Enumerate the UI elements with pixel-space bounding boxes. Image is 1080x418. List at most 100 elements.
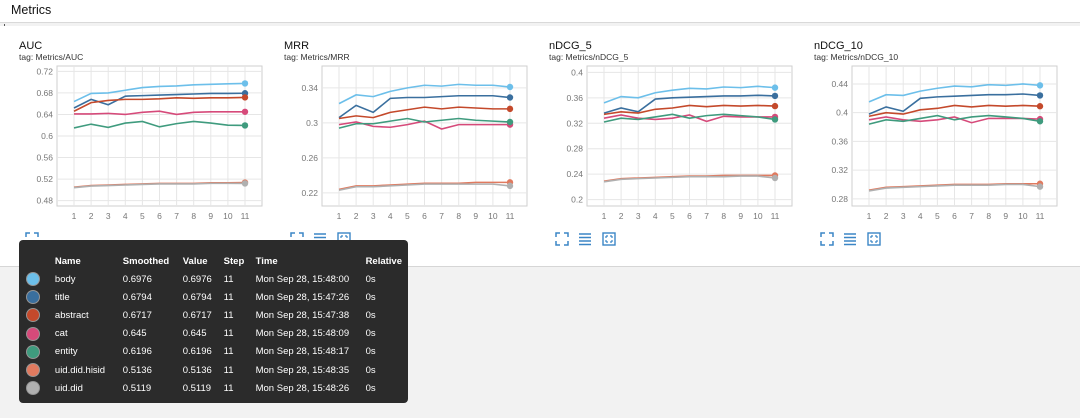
tooltip-cell-value: 0.6794 bbox=[182, 291, 212, 303]
series-endpoint-entity[interactable] bbox=[241, 122, 249, 129]
tooltip-cell-name: abstract bbox=[54, 309, 89, 321]
series-endpoint-abstract[interactable] bbox=[771, 102, 779, 110]
x-tick-label: 6 bbox=[157, 211, 162, 221]
x-tick-label: 2 bbox=[619, 211, 624, 221]
expand-icon[interactable] bbox=[290, 232, 304, 246]
tooltip-cell-time: Mon Sep 28, 15:48:17 bbox=[255, 346, 350, 358]
x-tick-label: 3 bbox=[901, 211, 906, 221]
x-tick-label: 1 bbox=[72, 211, 77, 221]
series-line-cat bbox=[74, 110, 245, 116]
expand-icon[interactable] bbox=[25, 232, 39, 246]
series-endpoint-entity[interactable] bbox=[771, 116, 779, 123]
y-tick-label: 0.68 bbox=[36, 88, 53, 98]
series-endpoint-body[interactable] bbox=[1036, 82, 1044, 89]
series-endpoint-abstract[interactable] bbox=[1036, 103, 1044, 110]
col-relative: Relative bbox=[365, 255, 402, 267]
series-line-title bbox=[603, 94, 776, 114]
series-endpoint-body[interactable] bbox=[241, 80, 249, 87]
series-endpoint-uid-did[interactable] bbox=[771, 174, 779, 182]
x-tick-label: 6 bbox=[422, 211, 427, 221]
series-endpoint-title[interactable] bbox=[506, 94, 514, 101]
chart-card-ndcg5: nDCG_5 tag: Metrics/nDCG_5 1 2 3 4 5 6 7 8 9 10 11… bbox=[530, 26, 795, 266]
x-tick-label: 7 bbox=[439, 211, 444, 221]
tooltip-cell-smoothed: 0.5136 bbox=[122, 364, 152, 376]
x-tick-label: 10 bbox=[753, 211, 763, 221]
series-endpoint-title[interactable] bbox=[1036, 92, 1044, 99]
y-tick-label: 0.48 bbox=[36, 196, 53, 206]
series-endpoint-uid-did[interactable] bbox=[241, 180, 249, 187]
series-line-title bbox=[73, 92, 246, 109]
tooltip-cell-time: Mon Sep 28, 15:48:00 bbox=[255, 273, 350, 285]
fit-domain-icon[interactable] bbox=[602, 232, 616, 246]
series-endpoint-entity[interactable] bbox=[1036, 118, 1044, 125]
chart-auc: 1 2 3 4 5 6 7 8 9 10 11 0.48 0.52 0.56 0.6 0.64 0.68 0.72 bbox=[36, 65, 263, 221]
series-line-abstract bbox=[603, 104, 776, 116]
series-line-abstract bbox=[868, 104, 1041, 118]
col-time: Time bbox=[255, 255, 278, 267]
tooltip-cell-smoothed: 0.5119 bbox=[122, 382, 152, 394]
x-tick-label: 3 bbox=[636, 211, 641, 221]
tooltip-cell-smoothed: 0.6976 bbox=[122, 273, 152, 285]
series-endpoint-title[interactable] bbox=[771, 92, 779, 100]
chart-title: MRR bbox=[284, 40, 310, 52]
series-line-body bbox=[603, 85, 776, 104]
tooltip-row-title: title 0.6794 0.6794 11 Mon Sep 28, 15:47:26 0… bbox=[27, 288, 408, 306]
x-tick-label: 4 bbox=[123, 211, 128, 221]
tooltip-cell-relative: 0s bbox=[365, 328, 376, 340]
x-tick-label: 5 bbox=[670, 211, 675, 221]
x-tick-label: 8 bbox=[191, 211, 196, 221]
tooltip-row-abstract: abstract 0.6717 0.6717 11 Mon Sep 28, 15:47:… bbox=[27, 306, 408, 324]
x-tick-label: 4 bbox=[653, 211, 658, 221]
col-name: Name bbox=[54, 255, 81, 267]
x-tick-label: 7 bbox=[969, 211, 974, 221]
series-line-entity bbox=[73, 120, 246, 129]
tooltip-cell-value: 0.6976 bbox=[182, 273, 212, 285]
series-endpoint-cat[interactable] bbox=[241, 108, 249, 115]
tooltip-row-uid-did-hisid: uid.did.hisid 0.5136 0.5136 11 Mon Sep 28, 1… bbox=[27, 361, 408, 379]
series-swatch bbox=[27, 327, 39, 340]
tooltip-cell-step: 11 bbox=[223, 309, 234, 321]
tooltip-header-row: Name Smoothed Value Step Time Relative bbox=[27, 252, 408, 270]
expand-icon[interactable] bbox=[555, 232, 569, 246]
chart-ndcg5: 1 2 3 4 5 6 7 8 9 10 11 0.2 0.24 0.28 0.32 0.36 0.4 bbox=[566, 65, 793, 221]
chart-tag: tag: Metrics/AUC bbox=[19, 52, 84, 62]
data-table-icon[interactable] bbox=[313, 232, 327, 246]
series-line-title bbox=[338, 94, 511, 119]
col-step: Step bbox=[223, 255, 245, 267]
x-tick-label: 10 bbox=[1018, 211, 1028, 221]
series-endpoint-body[interactable] bbox=[506, 83, 514, 91]
y-tick-label: 0.44 bbox=[831, 79, 848, 89]
series-swatch bbox=[27, 382, 39, 395]
x-tick-label: 2 bbox=[354, 211, 359, 221]
series-endpoint-uid-did[interactable] bbox=[506, 182, 514, 190]
tooltip-cell-smoothed: 0.6794 bbox=[122, 291, 152, 303]
y-tick-label: 0.2 bbox=[571, 195, 583, 205]
chart-tag: tag: Metrics/nDCG_10 bbox=[814, 52, 899, 62]
tooltip-cell-relative: 0s bbox=[365, 364, 376, 376]
series-line-body bbox=[868, 83, 1041, 103]
tooltip-cell-time: Mon Sep 28, 15:48:09 bbox=[255, 328, 350, 340]
tooltip-cell-relative: 0s bbox=[365, 291, 376, 303]
data-table-icon[interactable] bbox=[843, 232, 857, 246]
data-table-icon[interactable] bbox=[578, 232, 592, 246]
y-tick-label: 0.26 bbox=[301, 153, 318, 163]
tooltip-cell-time: Mon Sep 28, 15:48:35 bbox=[255, 364, 350, 376]
series-swatch bbox=[27, 345, 39, 358]
series-line-abstract bbox=[338, 106, 510, 120]
tooltip-row-body: body 0.6976 0.6976 11 Mon Sep 28, 15:48:00 0s bbox=[27, 270, 408, 288]
y-tick-label: 0.4 bbox=[571, 67, 583, 77]
chart-tag: tag: Metrics/nDCG_5 bbox=[549, 52, 629, 62]
series-line-body bbox=[73, 82, 246, 103]
series-endpoint-abstract[interactable] bbox=[241, 94, 249, 101]
series-endpoint-entity[interactable] bbox=[506, 118, 514, 126]
tooltip-cell-value: 0.645 bbox=[182, 328, 207, 340]
x-tick-label: 8 bbox=[721, 211, 726, 221]
series-endpoint-body[interactable] bbox=[771, 84, 779, 91]
chart-card-ndcg10: nDCG_10 tag: Metrics/nDCG_10 1 2 3 4 5 6 7 8 9 10… bbox=[795, 26, 1060, 266]
x-tick-label: 2 bbox=[884, 211, 889, 221]
x-tick-label: 7 bbox=[704, 211, 709, 221]
series-endpoint-abstract[interactable] bbox=[506, 105, 514, 113]
expand-icon[interactable] bbox=[820, 232, 834, 246]
fit-domain-icon[interactable] bbox=[867, 232, 881, 246]
series-endpoint-uid-did[interactable] bbox=[1036, 183, 1044, 190]
